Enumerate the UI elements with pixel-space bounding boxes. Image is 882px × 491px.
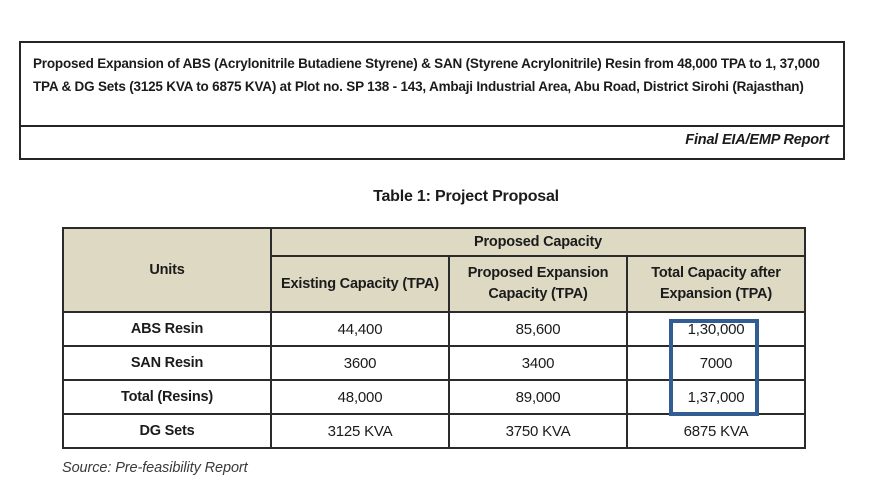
unit-label: SAN Resin <box>62 345 272 381</box>
table-row-total-resins: Total (Resins) 48,000 89,000 1,37,000 <box>62 379 806 415</box>
highlight-annotation-box <box>669 319 759 416</box>
expansion-capacity-value: 3400 <box>448 345 628 381</box>
existing-capacity-value: 3125 KVA <box>270 413 450 449</box>
total-capacity-value: 1,30,000 <box>626 311 806 347</box>
document-header-box: Proposed Expansion of ABS (Acrylonitrile… <box>19 41 845 160</box>
column-header-total-capacity: Total Capacity after Expansion (TPA) <box>626 255 806 313</box>
project-title-paragraph: Proposed Expansion of ABS (Acrylonitrile… <box>33 56 820 94</box>
table-row-dg-sets: DG Sets 3125 KVA 3750 KVA 6875 KVA <box>62 413 806 449</box>
existing-capacity-value: 44,400 <box>270 311 450 347</box>
column-header-existing-capacity: Existing Capacity (TPA) <box>270 255 450 313</box>
existing-capacity-value: 3600 <box>270 345 450 381</box>
total-capacity-value: 7000 <box>626 345 806 381</box>
unit-label: Total (Resins) <box>62 379 272 415</box>
column-group-header-proposed-capacity: Proposed Capacity <box>270 227 806 257</box>
column-header-units: Units <box>62 227 272 313</box>
table-row-abs-resin: ABS Resin 44,400 85,600 1,30,000 <box>62 311 806 347</box>
expansion-capacity-value: 85,600 <box>448 311 628 347</box>
total-capacity-value: 1,37,000 <box>626 379 806 415</box>
table-row-san-resin: SAN Resin 3600 3400 7000 <box>62 345 806 381</box>
source-note: Source: Pre-feasibility Report <box>62 460 248 476</box>
unit-label: ABS Resin <box>62 311 272 347</box>
unit-label: DG Sets <box>62 413 272 449</box>
existing-capacity-value: 48,000 <box>270 379 450 415</box>
column-header-proposed-expansion-capacity: Proposed Expansion Capacity (TPA) <box>448 255 628 313</box>
expansion-capacity-value: 89,000 <box>448 379 628 415</box>
report-type-label: Final EIA/EMP Report <box>21 125 843 158</box>
table-sub-header-row: Existing Capacity (TPA) Proposed Expansi… <box>63 255 806 313</box>
project-proposal-table: Units Proposed Capacity Existing Capacit… <box>62 227 806 449</box>
expansion-capacity-value: 3750 KVA <box>448 413 628 449</box>
total-capacity-value: 6875 KVA <box>626 413 806 449</box>
table-caption: Table 1: Project Proposal <box>373 188 559 205</box>
table-group-header-row: Units Proposed Capacity <box>62 227 806 313</box>
